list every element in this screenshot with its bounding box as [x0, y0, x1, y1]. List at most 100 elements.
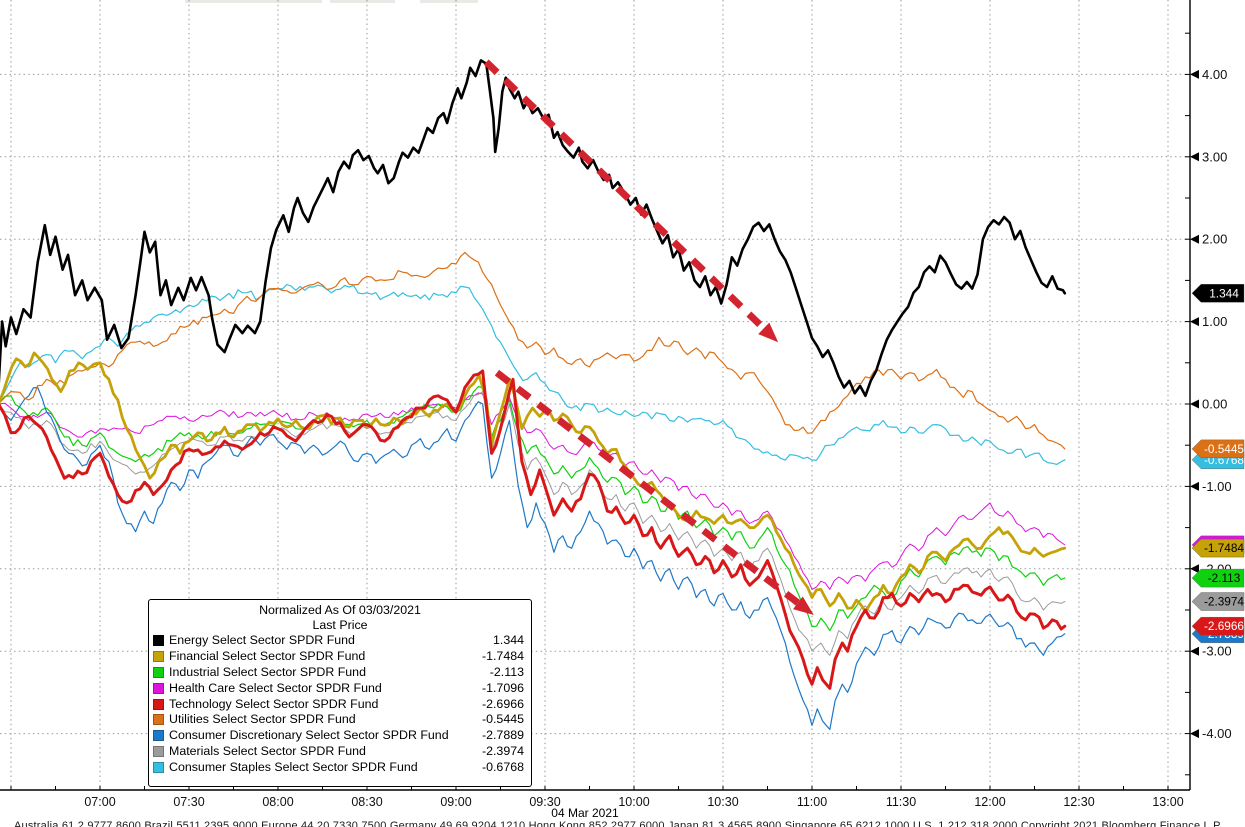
- x-axis-tick-label: 10:30: [707, 795, 738, 809]
- y-axis-tick-arrow: [1190, 729, 1199, 739]
- legend-series-name: Utilities Select Sector SPDR Fund: [169, 712, 356, 727]
- series-line-materials: [0, 391, 1066, 656]
- legend-row: Utilities Select Sector SPDR Fund -0.5445: [149, 712, 531, 728]
- legend-row: Energy Select Sector SPDR Fund 1.344: [149, 633, 531, 649]
- legend-swatch: [153, 730, 164, 742]
- legend-series-value: -1.7096: [481, 680, 524, 695]
- price-tag-label: -2.3974: [1204, 595, 1244, 609]
- axes: 07:00 07:30 08:00 08:30 09:00 09:30 10:00 10:30…: [0, 0, 1232, 809]
- y-axis-tick-arrow: [1190, 234, 1199, 244]
- y-axis-tick-arrow: [1190, 564, 1199, 574]
- legend-swatch: [153, 714, 164, 726]
- x-axis-tick-label: 12:00: [974, 795, 1005, 809]
- y-axis-tick-label: 1.00: [1202, 314, 1227, 329]
- price-tags: -0.6768-2.7889-1.7096-2.113-2.3974-1.748…: [1191, 284, 1245, 644]
- y-axis-tick-arrow: [1190, 399, 1199, 409]
- legend-series-value: -1.7484: [481, 649, 524, 664]
- y-axis-tick-label: -4.00: [1202, 726, 1232, 741]
- x-axis-tick-label: 13:00: [1152, 795, 1183, 809]
- legend-series-name: Materials Select Sector SPDR Fund: [169, 743, 366, 758]
- x-axis-tick-label: 09:30: [529, 795, 560, 809]
- legend-swatch: [153, 682, 164, 694]
- legend-row: Materials Select Sector SPDR Fund -2.3974: [149, 744, 531, 760]
- y-axis-tick-label: 4.00: [1202, 67, 1227, 82]
- legend-series-name: Health Care Select Sector SPDR Fund: [169, 680, 382, 695]
- legend-row: Health Care Select Sector SPDR Fund -1.70…: [149, 680, 531, 696]
- price-tag: [1191, 568, 1245, 588]
- x-axis-tick-label: 08:00: [262, 795, 293, 809]
- y-axis-tick-label: 3.00: [1202, 149, 1227, 164]
- price-tag-label: 1.344: [1209, 286, 1239, 300]
- y-axis-tick-label: -1.00: [1202, 479, 1232, 494]
- legend-swatch: [153, 761, 164, 773]
- window-edge-artifact: [420, 0, 478, 3]
- window-edge-artifact: [185, 0, 322, 3]
- series-line-financial: [0, 351, 1067, 613]
- trend-arrow-head: [758, 322, 779, 343]
- legend-series-name: Energy Select Sector SPDR Fund: [169, 633, 355, 648]
- y-axis-tick-arrow: [1190, 646, 1199, 656]
- trend-arrow-shaft: [483, 59, 767, 331]
- x-axis-tick-label: 11:30: [886, 795, 916, 809]
- series-line-industrial: [0, 386, 1066, 632]
- series-line-technology: [0, 369, 1067, 690]
- y-axis-tick-arrow: [1190, 481, 1199, 491]
- legend-series-name: Consumer Discretionary Select Sector SPD…: [169, 728, 449, 743]
- y-axis-tick-arrow: [1190, 152, 1199, 162]
- legend-swatch: [153, 698, 164, 710]
- price-tag: [1191, 284, 1245, 303]
- legend-swatch: [153, 635, 164, 647]
- legend-series-value: -0.6768: [481, 759, 524, 774]
- legend-row: Consumer Discretionary Select Sector SPD…: [149, 728, 531, 744]
- legend-series-name: Financial Select Sector SPDR Fund: [169, 649, 366, 664]
- legend-series-name: Technology Select Sector SPDR Fund: [169, 696, 379, 711]
- series-line-energy: [0, 59, 1067, 398]
- legend-rows: Energy Select Sector SPDR Fund 1.344 Finan…: [149, 633, 531, 775]
- y-axis-tick-label: 0.00: [1202, 397, 1227, 412]
- x-axis-tick-label: 08:30: [351, 795, 382, 809]
- x-axis-tick-label: 07:30: [173, 795, 204, 809]
- window-edge-artifact: [330, 0, 395, 3]
- legend-series-value: -2.3974: [481, 743, 524, 758]
- trend-arrow-shaft: [494, 369, 801, 606]
- bloomberg-footer-text: Australia 61 2 9777 8600 Brazil 5511 239…: [14, 820, 1223, 827]
- price-tag: [1191, 439, 1245, 459]
- y-axis-tick-label: 2.00: [1202, 232, 1227, 247]
- x-axis-tick-label: 12:30: [1063, 795, 1094, 809]
- series-line-health: [0, 392, 1066, 590]
- y-axis-tick-arrow: [1190, 69, 1199, 79]
- price-tag-label: -0.5445: [1204, 442, 1244, 456]
- legend-row: Industrial Select Sector SPDR Fund -2.113: [149, 665, 531, 681]
- x-axis-tick-label: 11:00: [797, 795, 827, 809]
- price-tag-label: -2.6966: [1204, 619, 1244, 633]
- y-axis-tick-label: -3.00: [1202, 644, 1232, 659]
- x-axis-tick-label: 09:00: [440, 795, 471, 809]
- legend-series-name: Industrial Select Sector SPDR Fund: [169, 664, 366, 679]
- price-tag: [1191, 616, 1245, 636]
- legend-row: Consumer Staples Select Sector SPDR Fund…: [149, 759, 531, 775]
- legend-row: Financial Select Sector SPDR Fund -1.7484: [149, 649, 531, 665]
- legend-series-value: -2.6966: [481, 696, 524, 711]
- legend-swatch: [153, 745, 164, 757]
- series-line-consumer: [0, 386, 1066, 731]
- y-axis-tick-arrow: [1190, 317, 1199, 327]
- series-line-utilities: [0, 251, 1066, 450]
- legend-swatch: [153, 666, 164, 678]
- legend-swatch: [153, 651, 164, 663]
- trend-arrows: [483, 59, 814, 615]
- gridlines: [0, 0, 1190, 790]
- series-line-consumer: [0, 283, 1066, 465]
- price-tag-label: -2.113: [1208, 571, 1241, 585]
- legend-row: Technology Select Sector SPDR Fund -2.696…: [149, 696, 531, 712]
- price-tag: [1191, 592, 1245, 611]
- legend-series-name: Consumer Staples Select Sector SPDR Fund: [169, 759, 418, 774]
- legend-series-value: -2.7889: [481, 728, 524, 743]
- legend-series-value: 1.344: [492, 633, 524, 648]
- x-axis-tick-label: 10:00: [618, 795, 649, 809]
- legend-series-value: -0.5445: [481, 712, 524, 727]
- price-tag: [1191, 538, 1245, 558]
- x-axis-date-label: 04 Mar 2021: [551, 806, 619, 820]
- legend-subtitle: Last Price: [312, 618, 368, 632]
